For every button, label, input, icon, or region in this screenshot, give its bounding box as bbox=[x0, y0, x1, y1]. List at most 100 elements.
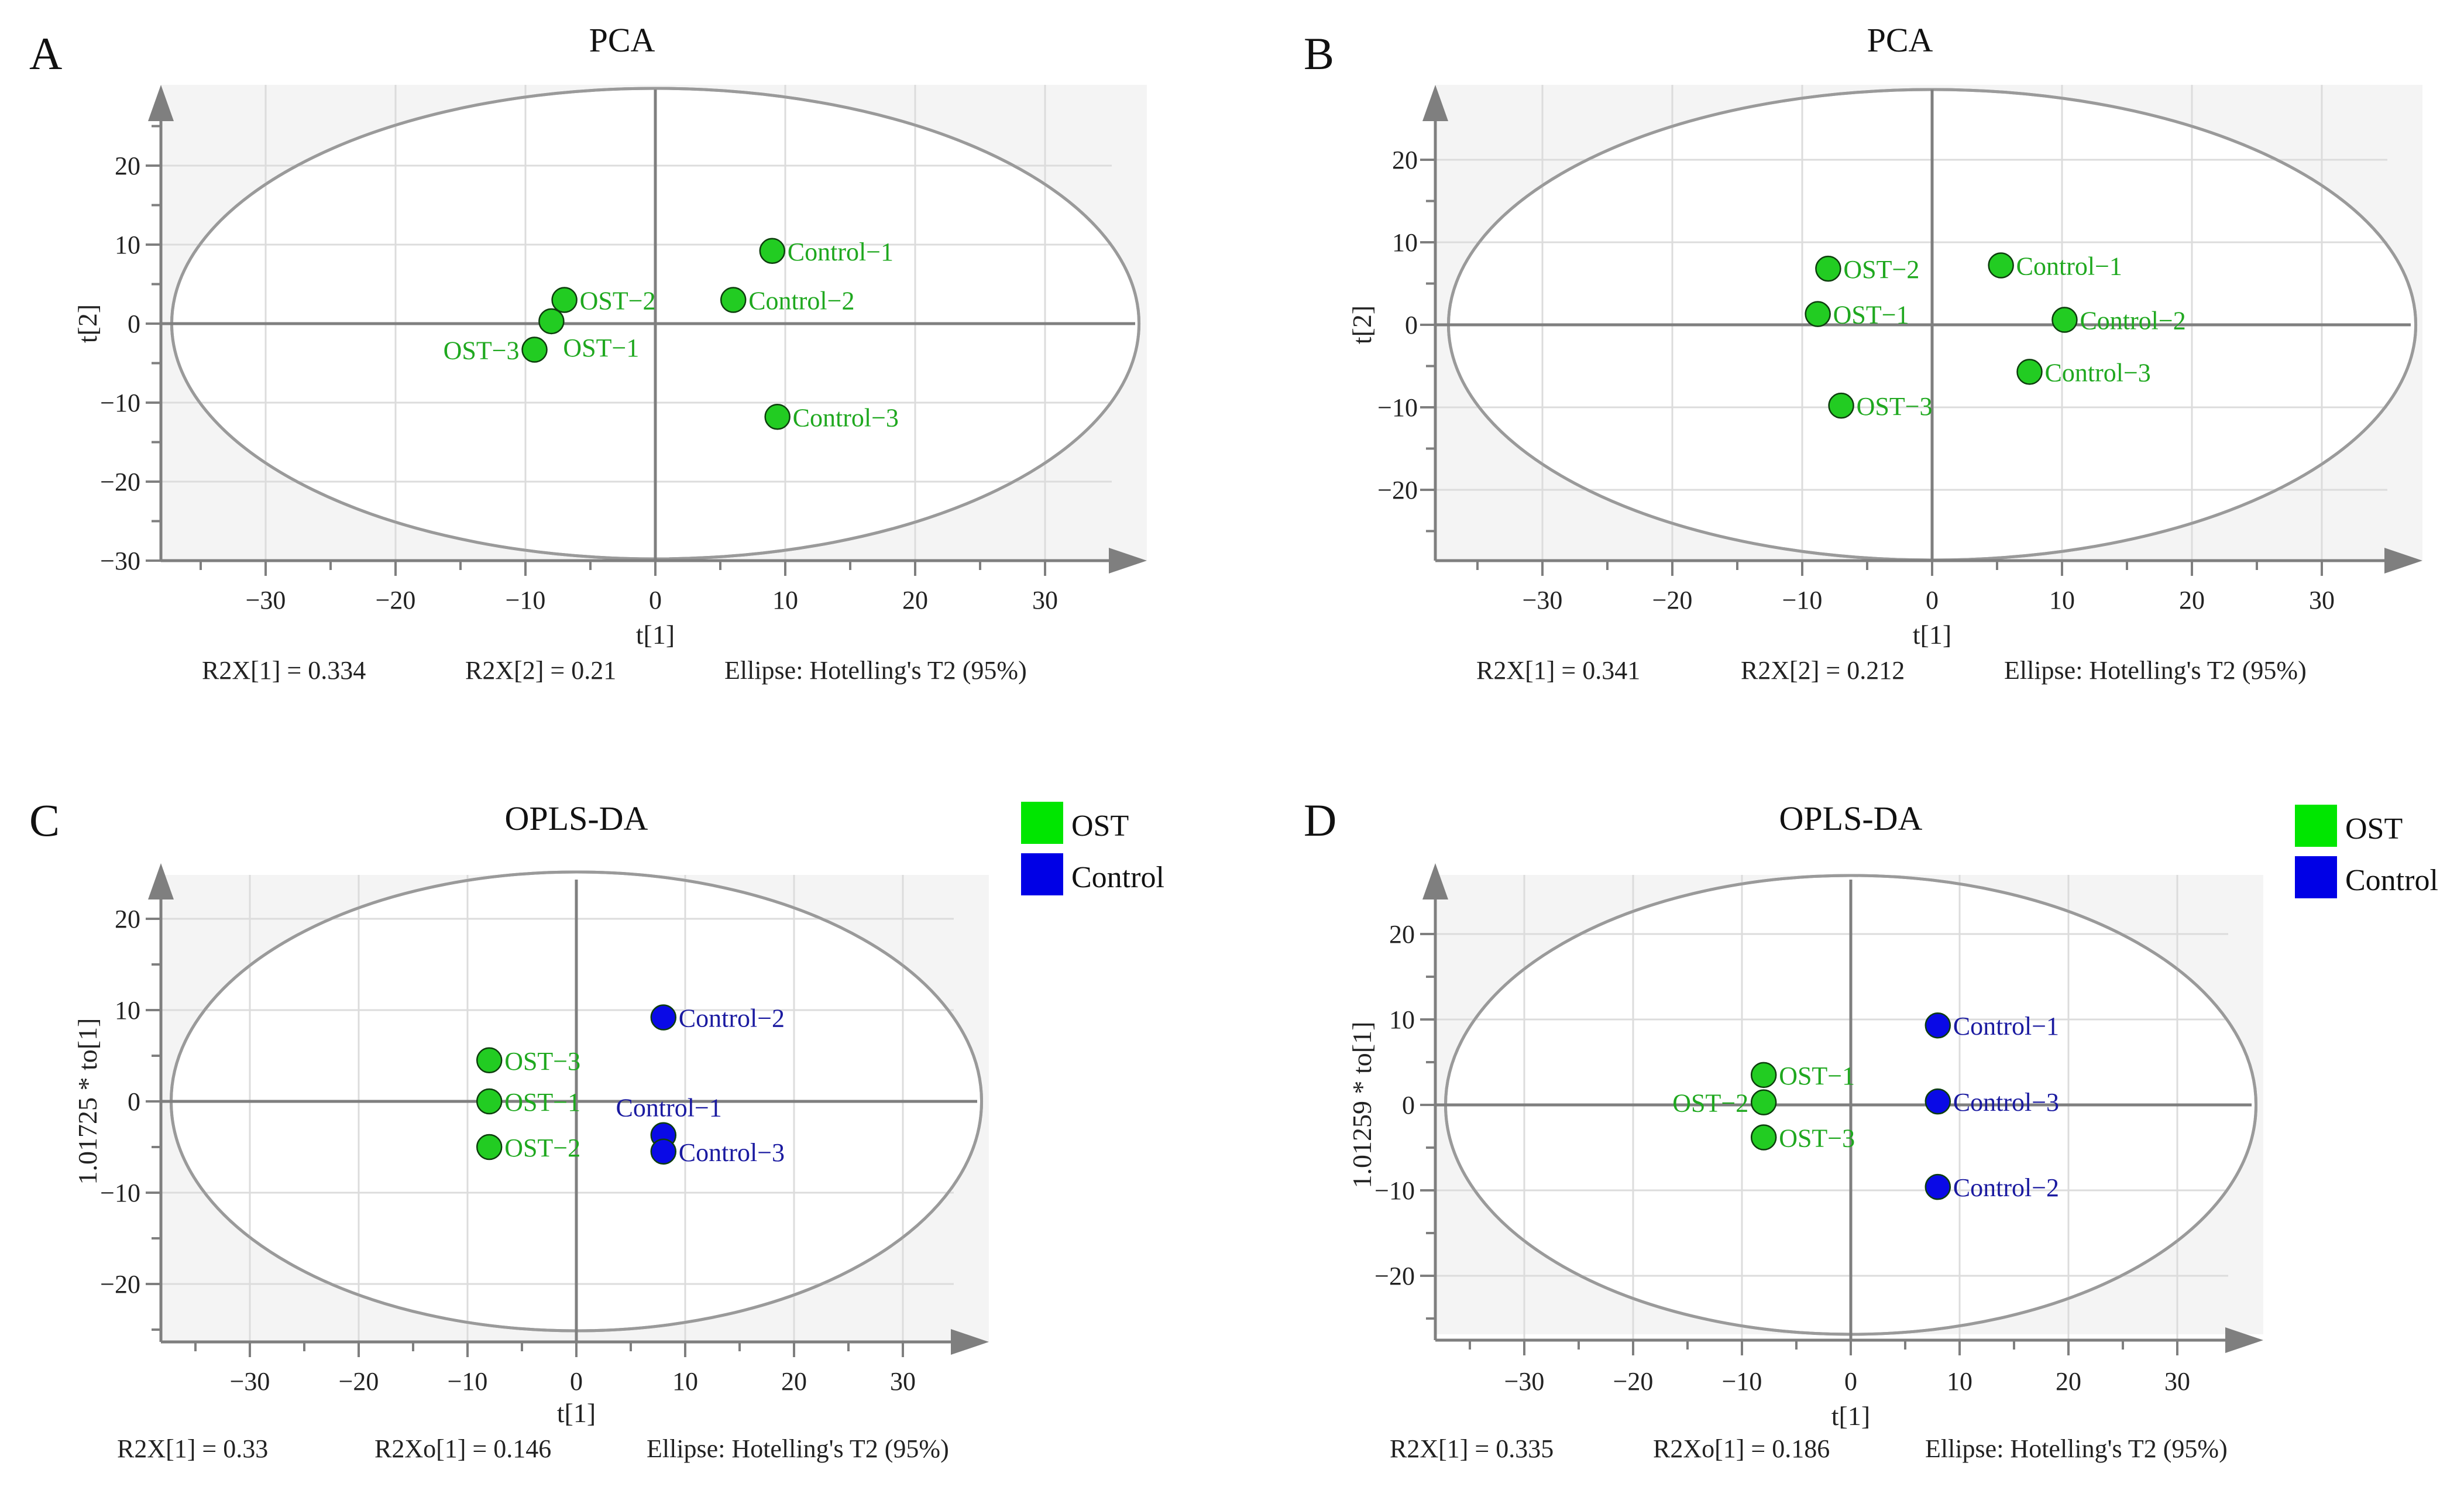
data-point bbox=[720, 287, 747, 313]
data-label: Control−3 bbox=[679, 1138, 785, 1167]
data-point bbox=[1925, 1012, 1951, 1039]
y-tick-label: 20 bbox=[1389, 920, 1415, 949]
x-tick-label: −20 bbox=[1613, 1367, 1654, 1396]
y-tick-label: −30 bbox=[100, 547, 140, 575]
footer-stat: R2X[2] = 0.212 bbox=[1741, 656, 1905, 685]
footer-stat: R2X[1] = 0.341 bbox=[1476, 656, 1640, 685]
data-point bbox=[538, 308, 565, 335]
data-label: OST−3 bbox=[444, 337, 520, 365]
panel-letter: D bbox=[1304, 795, 1336, 846]
x-axis-label: t[1] bbox=[557, 1398, 596, 1428]
y-tick-label: 0 bbox=[1405, 311, 1418, 339]
data-point bbox=[1988, 252, 2014, 279]
data-label: OST−2 bbox=[1843, 255, 1919, 284]
data-label: Control−1 bbox=[788, 238, 893, 266]
y-tick-label: −10 bbox=[1377, 393, 1418, 422]
x-tick-label: −30 bbox=[246, 586, 286, 614]
x-tick-label: −30 bbox=[1504, 1367, 1545, 1396]
footer-stat: R2X[1] = 0.33 bbox=[117, 1434, 268, 1463]
data-label: OST−1 bbox=[504, 1088, 580, 1117]
x-tick-label: −30 bbox=[230, 1367, 270, 1396]
data-label: OST−3 bbox=[1857, 392, 1933, 421]
data-label: Control−1 bbox=[1953, 1012, 2059, 1041]
data-point bbox=[1925, 1173, 1951, 1200]
data-point bbox=[650, 1138, 677, 1165]
footer-stat: R2Xo[1] = 0.146 bbox=[374, 1434, 551, 1463]
footer-stat: Ellipse: Hotelling's T2 (95%) bbox=[724, 656, 1027, 685]
y-tick-label: 0 bbox=[128, 310, 140, 338]
data-label: Control−3 bbox=[793, 403, 899, 432]
x-tick-label: 30 bbox=[2164, 1367, 2190, 1396]
x-tick-label: −20 bbox=[376, 586, 416, 614]
footer-stat: Ellipse: Hotelling's T2 (95%) bbox=[647, 1434, 949, 1463]
legend-swatch bbox=[2295, 805, 2337, 847]
x-tick-label: −10 bbox=[506, 586, 546, 614]
data-point bbox=[551, 287, 578, 313]
data-label: Control−1 bbox=[616, 1094, 722, 1122]
x-tick-label: 0 bbox=[1844, 1367, 1857, 1396]
legend-swatch bbox=[2295, 856, 2337, 898]
y-tick-label: 0 bbox=[128, 1087, 140, 1116]
x-axis-label: t[1] bbox=[636, 620, 675, 650]
y-axis-arrow bbox=[1422, 85, 1448, 121]
x-tick-label: 0 bbox=[570, 1367, 583, 1396]
x-tick-label: 20 bbox=[902, 586, 928, 614]
x-axis-arrow bbox=[2384, 548, 2422, 574]
x-tick-label: 20 bbox=[2179, 586, 2205, 614]
x-tick-label: 10 bbox=[1947, 1367, 1972, 1396]
x-tick-label: 0 bbox=[1926, 586, 1939, 614]
data-label: Control−1 bbox=[2016, 252, 2122, 280]
x-axis-label: t[1] bbox=[1913, 620, 1951, 650]
data-point bbox=[1750, 1124, 1777, 1151]
data-label: OST−1 bbox=[1833, 301, 1909, 329]
y-tick-label: 20 bbox=[115, 152, 140, 180]
y-tick-label: −20 bbox=[100, 468, 140, 496]
y-tick-label: 0 bbox=[1402, 1091, 1415, 1120]
legend-entry: OST bbox=[2345, 812, 2403, 846]
legend-entry: OST bbox=[1071, 809, 1129, 843]
data-point bbox=[1815, 255, 1841, 282]
x-tick-label: 0 bbox=[649, 586, 662, 614]
y-axis-label: t[2] bbox=[73, 304, 102, 343]
x-tick-label: 20 bbox=[2056, 1367, 2081, 1396]
x-tick-label: −20 bbox=[1652, 586, 1693, 614]
data-point bbox=[476, 1134, 503, 1160]
data-label: Control−2 bbox=[679, 1004, 785, 1032]
legend-swatch bbox=[1021, 853, 1063, 895]
data-label: Control−2 bbox=[1953, 1173, 2059, 1202]
y-axis-label: 1.01725 * to[1] bbox=[73, 1018, 102, 1185]
data-label: Control−3 bbox=[1953, 1088, 2059, 1117]
data-point bbox=[1750, 1089, 1777, 1115]
legend: OST Control bbox=[1021, 802, 1164, 895]
data-label: OST−1 bbox=[1779, 1062, 1855, 1090]
x-tick-label: −20 bbox=[339, 1367, 379, 1396]
panel-letter: B bbox=[1304, 28, 1334, 79]
footer-stat: R2X[2] = 0.21 bbox=[465, 656, 616, 685]
panel-letter: A bbox=[29, 28, 62, 79]
data-point bbox=[2051, 307, 2078, 333]
data-label: OST−3 bbox=[1779, 1124, 1855, 1152]
panel-a: A PCA −30 −20 −10 0 10 20 30 20 10 0 −10 −20 −30 t[1] t[… bbox=[29, 21, 1147, 685]
y-tick-label: 10 bbox=[1392, 228, 1418, 257]
data-label: OST−2 bbox=[580, 287, 656, 315]
data-label: OST−2 bbox=[504, 1134, 580, 1162]
y-tick-label: −10 bbox=[100, 1179, 140, 1207]
panel-c: C OPLS-DA −30 −20 −10 0 10 20 30 20 10 0 −10 −20 t[1] 1… bbox=[29, 795, 1164, 1463]
chart-title: PCA bbox=[589, 21, 655, 59]
data-label: OST−2 bbox=[1672, 1089, 1748, 1118]
data-point bbox=[764, 404, 791, 430]
data-label: Control−3 bbox=[2045, 358, 2151, 387]
y-tick-label: 10 bbox=[115, 996, 140, 1025]
data-point bbox=[521, 337, 548, 363]
x-axis-label: t[1] bbox=[1831, 1401, 1870, 1431]
y-tick-label: −20 bbox=[100, 1270, 140, 1299]
y-tick-label: 10 bbox=[1389, 1005, 1415, 1034]
chart-title: OPLS-DA bbox=[1779, 799, 1923, 837]
x-tick-label: 30 bbox=[2309, 586, 2335, 614]
data-point bbox=[1925, 1088, 1951, 1115]
legend-entry: Control bbox=[2345, 864, 2438, 897]
data-point bbox=[2016, 359, 2043, 385]
legend-swatch bbox=[1021, 802, 1063, 844]
x-axis-arrow bbox=[951, 1329, 989, 1355]
